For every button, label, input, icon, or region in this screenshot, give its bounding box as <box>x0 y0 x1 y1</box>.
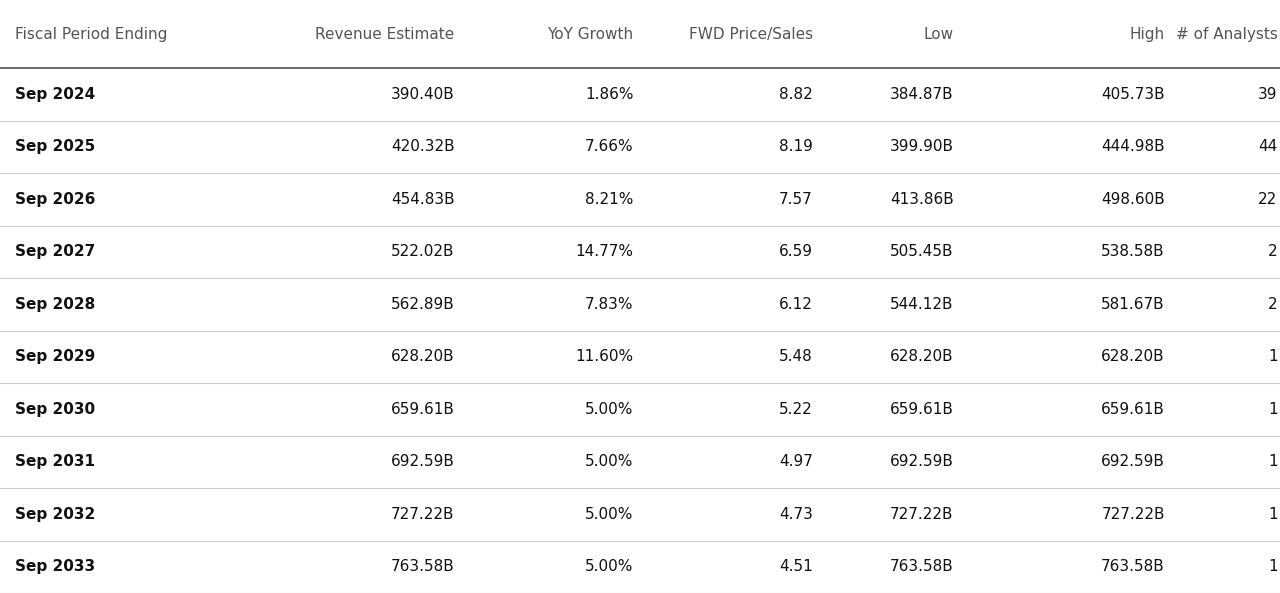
Text: 22: 22 <box>1258 192 1277 207</box>
Text: 405.73B: 405.73B <box>1101 87 1165 102</box>
Text: 659.61B: 659.61B <box>890 402 954 417</box>
Text: 7.83%: 7.83% <box>585 297 634 312</box>
Text: # of Analysts: # of Analysts <box>1175 27 1277 42</box>
Text: 399.90B: 399.90B <box>890 139 954 154</box>
Text: 727.22B: 727.22B <box>1101 507 1165 522</box>
Text: 659.61B: 659.61B <box>1101 402 1165 417</box>
Text: 763.58B: 763.58B <box>1101 559 1165 574</box>
Text: Sep 2032: Sep 2032 <box>15 507 96 522</box>
Text: 4.51: 4.51 <box>780 559 813 574</box>
Text: 384.87B: 384.87B <box>890 87 954 102</box>
Text: 4.73: 4.73 <box>780 507 813 522</box>
Text: 5.22: 5.22 <box>780 402 813 417</box>
Text: 1.86%: 1.86% <box>585 87 634 102</box>
Text: Revenue Estimate: Revenue Estimate <box>315 27 454 42</box>
Text: 8.82: 8.82 <box>780 87 813 102</box>
Text: 659.61B: 659.61B <box>390 402 454 417</box>
Text: 628.20B: 628.20B <box>890 349 954 364</box>
Text: 8.21%: 8.21% <box>585 192 634 207</box>
Text: 14.77%: 14.77% <box>576 244 634 259</box>
Text: 628.20B: 628.20B <box>1101 349 1165 364</box>
Text: Low: Low <box>923 27 954 42</box>
Text: 628.20B: 628.20B <box>390 349 454 364</box>
Text: 562.89B: 562.89B <box>390 297 454 312</box>
Text: 5.00%: 5.00% <box>585 507 634 522</box>
Text: 444.98B: 444.98B <box>1101 139 1165 154</box>
Text: 692.59B: 692.59B <box>1101 454 1165 469</box>
Text: 390.40B: 390.40B <box>390 87 454 102</box>
Text: 6.59: 6.59 <box>778 244 813 259</box>
Text: 5.00%: 5.00% <box>585 402 634 417</box>
Text: 1: 1 <box>1267 402 1277 417</box>
Text: 39: 39 <box>1258 87 1277 102</box>
Text: 692.59B: 692.59B <box>390 454 454 469</box>
Text: Sep 2028: Sep 2028 <box>15 297 96 312</box>
Text: Sep 2027: Sep 2027 <box>15 244 96 259</box>
Text: 505.45B: 505.45B <box>890 244 954 259</box>
Text: Sep 2024: Sep 2024 <box>15 87 96 102</box>
Text: 1: 1 <box>1267 559 1277 574</box>
Text: 544.12B: 544.12B <box>890 297 954 312</box>
Text: 5.00%: 5.00% <box>585 454 634 469</box>
Text: 6.12: 6.12 <box>780 297 813 312</box>
Text: 763.58B: 763.58B <box>390 559 454 574</box>
Text: 581.67B: 581.67B <box>1101 297 1165 312</box>
Text: 5.00%: 5.00% <box>585 559 634 574</box>
Text: 44: 44 <box>1258 139 1277 154</box>
Text: YoY Growth: YoY Growth <box>548 27 634 42</box>
Text: 413.86B: 413.86B <box>890 192 954 207</box>
Text: Sep 2031: Sep 2031 <box>15 454 95 469</box>
Text: 1: 1 <box>1267 454 1277 469</box>
Text: 1: 1 <box>1267 507 1277 522</box>
Text: 498.60B: 498.60B <box>1101 192 1165 207</box>
Text: Sep 2026: Sep 2026 <box>15 192 96 207</box>
Text: 7.66%: 7.66% <box>585 139 634 154</box>
Text: 1: 1 <box>1267 349 1277 364</box>
Text: 8.19: 8.19 <box>780 139 813 154</box>
Text: 2: 2 <box>1267 244 1277 259</box>
Text: Sep 2033: Sep 2033 <box>15 559 96 574</box>
Text: Fiscal Period Ending: Fiscal Period Ending <box>15 27 168 42</box>
Text: 4.97: 4.97 <box>780 454 813 469</box>
Text: 5.48: 5.48 <box>780 349 813 364</box>
Text: 538.58B: 538.58B <box>1101 244 1165 259</box>
Text: 7.57: 7.57 <box>780 192 813 207</box>
Text: 692.59B: 692.59B <box>890 454 954 469</box>
Text: 420.32B: 420.32B <box>390 139 454 154</box>
Text: 763.58B: 763.58B <box>890 559 954 574</box>
Text: High: High <box>1130 27 1165 42</box>
Text: 522.02B: 522.02B <box>390 244 454 259</box>
Text: 454.83B: 454.83B <box>390 192 454 207</box>
Text: Sep 2030: Sep 2030 <box>15 402 96 417</box>
Text: Sep 2029: Sep 2029 <box>15 349 96 364</box>
Text: 727.22B: 727.22B <box>390 507 454 522</box>
Text: 2: 2 <box>1267 297 1277 312</box>
Text: 727.22B: 727.22B <box>890 507 954 522</box>
Text: Sep 2025: Sep 2025 <box>15 139 96 154</box>
Text: 11.60%: 11.60% <box>576 349 634 364</box>
Text: FWD Price/Sales: FWD Price/Sales <box>689 27 813 42</box>
